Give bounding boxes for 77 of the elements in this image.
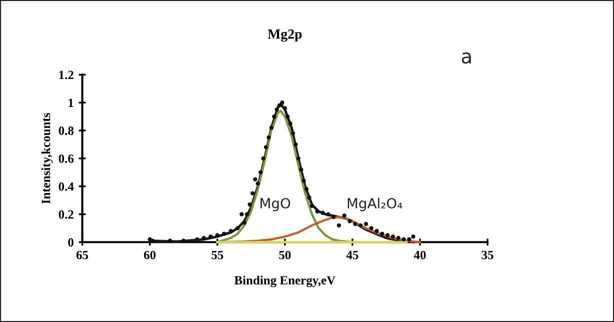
point <box>326 212 330 216</box>
point <box>307 195 312 200</box>
point <box>240 212 244 216</box>
text: a <box>462 52 471 64</box>
point <box>148 237 152 242</box>
x-tick-label: 45 <box>346 250 358 260</box>
x-tick-label: 60 <box>144 250 156 260</box>
y-tick-label: 1 <box>68 98 74 107</box>
point <box>182 238 186 242</box>
point <box>202 236 206 240</box>
point <box>358 223 363 228</box>
point <box>302 178 306 183</box>
point <box>250 191 255 196</box>
point <box>342 214 346 218</box>
annotation: MgO <box>260 198 290 212</box>
point <box>320 210 325 215</box>
point <box>374 228 379 234</box>
point <box>296 156 300 161</box>
point <box>282 106 287 110</box>
point <box>228 228 233 234</box>
point <box>348 219 352 224</box>
point <box>364 222 368 226</box>
point <box>294 142 298 147</box>
point <box>353 222 358 226</box>
point <box>195 237 200 242</box>
x-axis-title: Binding Energy,eV <box>234 276 336 288</box>
point <box>385 233 390 238</box>
point <box>261 156 266 161</box>
y-tick-label: 0 <box>68 238 74 247</box>
chart-title: Mg2p <box>268 29 302 42</box>
point <box>258 170 263 174</box>
x-tick-label: 35 <box>482 250 494 260</box>
point <box>264 145 268 150</box>
point <box>253 177 258 182</box>
x-tick-label: 50 <box>279 250 291 260</box>
x-tick-label: 65 <box>76 250 88 260</box>
point <box>396 236 400 240</box>
point <box>266 135 271 140</box>
x-tick-label: 55 <box>212 250 224 260</box>
y-tick-label: 1.2 <box>59 70 74 80</box>
y-axis-title: Intensity,kcounts <box>41 113 53 204</box>
point <box>150 238 155 242</box>
point <box>222 232 226 236</box>
point <box>248 202 252 207</box>
point <box>315 209 320 214</box>
point <box>168 238 172 242</box>
point <box>390 234 396 239</box>
point <box>269 126 274 130</box>
point <box>407 237 412 242</box>
point <box>304 187 309 192</box>
point <box>277 103 282 108</box>
point <box>310 204 314 208</box>
point <box>290 131 296 136</box>
y-tick-label: 0.8 <box>58 126 74 136</box>
point <box>331 214 336 220</box>
y-tick-label: 0.2 <box>58 210 74 219</box>
point <box>299 168 304 172</box>
annotation: MgAl₂O₄ <box>348 198 402 212</box>
point <box>288 121 292 126</box>
point <box>236 226 240 230</box>
point <box>411 234 416 239</box>
point <box>280 100 284 105</box>
point <box>380 232 384 236</box>
point <box>242 220 246 225</box>
x-tick-label: 40 <box>414 250 426 260</box>
y-tick-label: 0.4 <box>58 182 74 191</box>
point <box>286 114 290 119</box>
point <box>256 181 260 186</box>
point <box>274 108 279 112</box>
point <box>244 212 250 216</box>
point <box>215 233 220 238</box>
point <box>208 234 213 239</box>
point <box>336 223 342 228</box>
y-tick-label: 0.6 <box>58 154 74 163</box>
point <box>402 237 406 242</box>
point <box>272 114 276 119</box>
point <box>369 226 374 230</box>
